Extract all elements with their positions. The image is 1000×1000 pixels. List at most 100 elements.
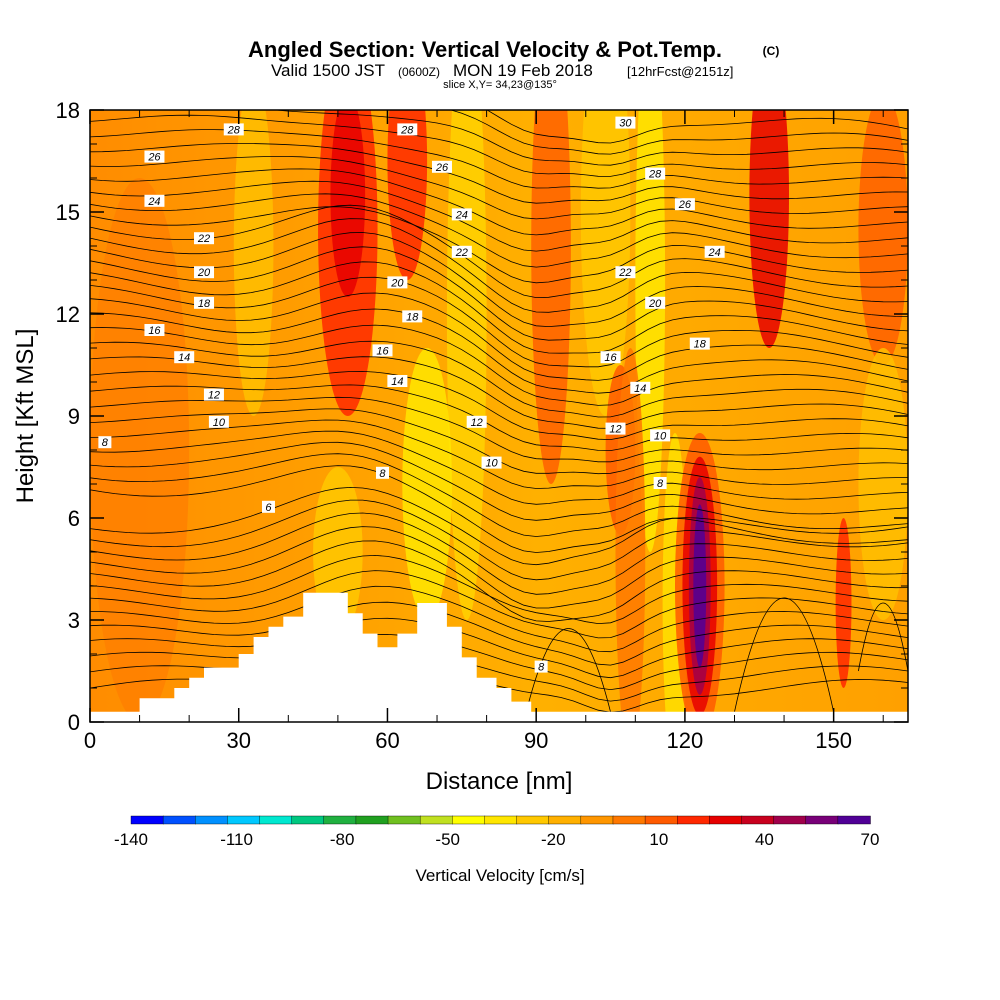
contour-label-box — [605, 422, 626, 435]
west-field — [90, 178, 190, 722]
contour-label-text: 28 — [400, 124, 414, 136]
isentrope-line — [90, 633, 908, 691]
contour-label-text: 28 — [648, 169, 662, 181]
contour-label-box — [653, 477, 667, 489]
contour-label-text: 14 — [634, 383, 646, 395]
colorbar-tick-label: -110 — [220, 830, 253, 849]
contour-label-box — [372, 344, 393, 357]
colorbar-swatch — [227, 815, 261, 825]
colorbar-swatch — [580, 815, 614, 825]
contour-label-text: 14 — [391, 376, 403, 388]
colorbar-title: Vertical Velocity [cm/s] — [415, 866, 584, 885]
contour-label-box — [615, 266, 636, 279]
contour-label-box — [387, 375, 408, 387]
colorbar-tick-label: -140 — [114, 830, 148, 849]
contour-label-box — [534, 660, 548, 673]
colorbar-swatch — [484, 815, 518, 825]
isentrope-line — [90, 554, 908, 625]
colorbar-swatch — [677, 815, 711, 825]
contour-label-box — [375, 466, 389, 479]
updraft-far-east — [858, 110, 908, 365]
isentrope-line — [858, 602, 908, 672]
pot-temp-contours — [90, 110, 908, 713]
contour-label-text: 22 — [455, 247, 468, 259]
contour-label: 12 — [605, 422, 626, 436]
contour-label-box — [208, 415, 229, 428]
contour-label-text: 24 — [708, 247, 721, 259]
contour-label-text: 24 — [147, 196, 160, 208]
x-tick-label: 60 — [375, 728, 399, 753]
contour-label-text: 20 — [648, 298, 662, 310]
isentrope-line — [90, 292, 908, 381]
colorbar-tick-label: -80 — [330, 830, 355, 849]
colorbar-swatch — [612, 815, 646, 825]
contour-label: 18 — [689, 337, 710, 351]
contour-label-box — [402, 310, 423, 323]
x-tick-label: 90 — [524, 728, 548, 753]
colorbar-swatch — [387, 815, 421, 825]
isentrope-line — [272, 110, 908, 166]
isentrope-line — [90, 156, 908, 220]
contour-label-box — [451, 245, 472, 258]
contour-label: 20 — [387, 276, 408, 289]
colorbar-tick-label: -20 — [541, 830, 566, 849]
axes: 0 30 60 90 120 150 0 3 6 9 12 15 18 — [56, 98, 908, 753]
colorbar-swatch — [837, 815, 871, 825]
colorbar-swatch — [419, 815, 454, 825]
isentrope-line — [90, 585, 908, 653]
contour-label-box — [194, 232, 215, 245]
colorbar-swatch — [452, 815, 486, 825]
contour-label-box — [194, 266, 215, 279]
contour-label-box — [600, 351, 621, 364]
contour-label: 20 — [194, 266, 215, 279]
chart-title: Angled Section: Vertical Velocity & Pot.… — [248, 37, 722, 62]
contour-label: 16 — [372, 344, 393, 357]
isentrope-line — [90, 143, 908, 204]
contour-label: 14 — [630, 381, 651, 395]
valid-utc: (0600Z) — [398, 65, 440, 79]
contour-label: 28 — [223, 123, 244, 136]
isentrope-line — [90, 396, 908, 463]
isentrope-line — [90, 512, 908, 595]
contour-label: 22 — [615, 266, 636, 279]
contour-label: 14 — [174, 351, 195, 364]
contour-label-box — [223, 123, 244, 136]
isentrope-line — [90, 499, 908, 581]
isentrope-line — [90, 193, 908, 268]
contour-label-text: 22 — [197, 233, 210, 245]
colorbar-swatch — [323, 815, 357, 825]
colorbar-tick-label: 40 — [755, 830, 774, 849]
velocity-field-shading — [90, 110, 908, 722]
contour-label-box — [261, 500, 275, 513]
contour-label: 16 — [600, 351, 621, 364]
isentrope-line — [90, 218, 908, 313]
colorbar-tick-label: -50 — [435, 830, 460, 849]
contour-label-text: 26 — [435, 162, 449, 174]
isentrope-line — [90, 430, 908, 505]
isentrope-line — [90, 370, 908, 441]
colorbar-swatch — [195, 815, 229, 825]
contour-label-text: 18 — [406, 311, 419, 323]
colorbar-swatch — [773, 815, 807, 825]
contour-label: 8 — [534, 660, 548, 674]
contour-label-text: 18 — [694, 339, 707, 351]
isentrope-line — [90, 617, 908, 679]
contour-label-box — [387, 276, 408, 289]
y-tick-label: 0 — [68, 710, 80, 735]
contour-label-box — [674, 198, 695, 211]
contour-label-box — [645, 296, 666, 309]
x-axis-title: Distance [nm] — [426, 768, 573, 795]
contour-label-box — [451, 208, 472, 221]
y-tick-label: 6 — [68, 506, 80, 531]
contour-label: 22 — [451, 245, 472, 259]
isentrope-line — [90, 601, 908, 666]
contour-label: 26 — [144, 150, 165, 164]
contour-label-text: 8 — [379, 468, 386, 480]
weak-west-upper — [233, 110, 274, 416]
contour-label-text: 10 — [213, 417, 226, 429]
contour-label-text: 16 — [148, 325, 161, 337]
isentrope-line — [90, 276, 908, 368]
contour-label-box — [630, 381, 651, 394]
contour-label-box — [615, 116, 636, 129]
contour-label: 10 — [650, 429, 671, 442]
